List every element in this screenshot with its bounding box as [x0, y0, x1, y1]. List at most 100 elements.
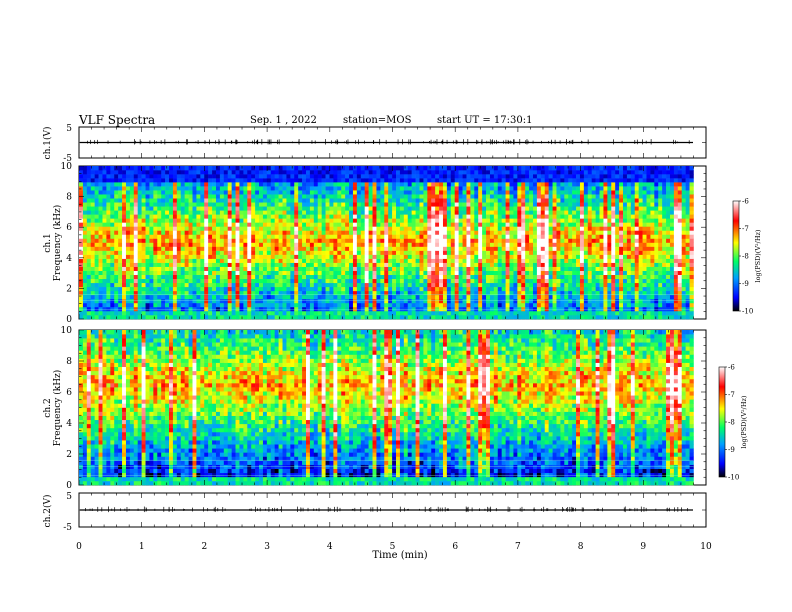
spectrogram-cell: [255, 166, 260, 171]
spectrogram-cell: [149, 170, 154, 175]
spectrogram-cell: [153, 270, 158, 276]
spectrogram-cell: [247, 170, 252, 175]
spectrogram-cell: [176, 266, 182, 271]
spectrogram-cell: [223, 290, 229, 296]
spectrogram-cell: [212, 234, 217, 239]
spectrogram-cell: [521, 190, 526, 195]
spectrogram-cell: [439, 198, 444, 203]
spectrogram-cell: [114, 226, 119, 231]
spectrogram-cell: [349, 210, 354, 215]
spectrogram-cell: [149, 238, 154, 243]
spectrogram-cell: [259, 262, 264, 267]
spectrogram-cell: [329, 282, 334, 288]
spectrogram-cell: [239, 274, 244, 280]
spectrogram-cell: [454, 166, 459, 171]
spectrogram-cell: [286, 282, 291, 288]
spectrogram-cell: [439, 206, 444, 211]
spectrogram-cell: [396, 282, 401, 288]
spectrogram-cell: [525, 250, 530, 255]
spectrogram-cell: [368, 246, 373, 251]
spectrogram-cell: [388, 170, 393, 175]
spectrogram-cell: [302, 310, 307, 316]
spectrogram-cell: [505, 234, 510, 239]
spectrogram-cell: [341, 226, 346, 231]
spectrogram-cell: [450, 258, 456, 263]
spectrogram-cell: [114, 194, 119, 199]
spectrogram-cell: [450, 274, 456, 280]
spectrogram-cell: [439, 194, 444, 199]
spectrogram-cell: [153, 262, 158, 267]
spectrogram-cell: [274, 214, 279, 219]
spectrogram-cell: [212, 214, 217, 219]
spectrogram-cell: [259, 234, 264, 239]
spectrogram-cell: [493, 250, 499, 255]
spectrogram-cell: [90, 226, 95, 231]
spectrogram-cell: [251, 310, 256, 316]
spectrogram-cell: [505, 246, 510, 251]
spectrogram-cell: [79, 174, 84, 179]
spectrogram-cell: [110, 278, 115, 284]
spectrogram-cell: [298, 266, 303, 271]
spectrogram-cell: [493, 202, 499, 207]
spectrogram-cell: [501, 202, 506, 207]
spectrogram-cell: [482, 262, 487, 267]
spectrogram-cell: [208, 202, 213, 207]
spectrogram-cell: [153, 210, 158, 215]
spectrogram-cell: [141, 218, 146, 223]
spectrogram-cell: [548, 166, 553, 171]
spectrogram-cell: [407, 222, 412, 227]
spectrogram-cell: [482, 306, 487, 312]
spectrogram-cell: [165, 306, 170, 312]
spectrogram-cell: [110, 178, 115, 183]
spectrogram-cell: [341, 178, 346, 183]
spectrogram-cell: [493, 198, 499, 203]
spectrogram-cell: [321, 302, 326, 308]
spectrogram-cell: [407, 226, 412, 231]
spectrogram-cell: [337, 222, 342, 227]
spectrogram-cell: [165, 286, 170, 292]
spectrogram-cell: [532, 290, 538, 296]
spectrogram-cell: [137, 314, 142, 320]
spectrogram-cell: [122, 294, 127, 300]
spectrogram-cell: [325, 230, 330, 235]
spectrogram-cell: [345, 202, 350, 207]
spectrogram-cell: [529, 210, 534, 215]
spectrogram-cell: [345, 186, 350, 191]
spectrogram-cell: [486, 274, 491, 280]
spectrogram-cell: [560, 198, 565, 203]
spectrogram-cell: [125, 194, 131, 199]
spectrogram-cell: [368, 242, 373, 247]
spectrogram-cell: [396, 298, 401, 304]
spectrogram-cell: [313, 222, 319, 227]
spectrogram-cell: [305, 290, 311, 296]
spectrogram-cell: [227, 306, 232, 312]
spectrogram-cell: [282, 250, 287, 255]
spectrogram-cell: [192, 302, 197, 308]
spectrogram-cell: [259, 282, 264, 288]
spectrogram-cell: [415, 230, 420, 235]
spectrogram-cell: [411, 306, 416, 312]
spectrogram-cell: [262, 230, 268, 235]
spectrogram-cell: [212, 210, 217, 215]
spectrogram-cell: [247, 202, 252, 207]
spectrogram-cell: [329, 274, 334, 280]
spectrogram-cell: [419, 198, 424, 203]
spectrogram-cell: [137, 230, 142, 235]
spectrogram-cell: [262, 246, 268, 251]
spectrogram-cell: [321, 198, 326, 203]
spectrogram-cell: [544, 206, 549, 211]
spectrogram-cell: [509, 290, 514, 296]
spectrogram-cell: [556, 210, 561, 215]
spectrogram-cell: [82, 174, 88, 179]
spectrogram-cell: [341, 166, 346, 171]
spectrogram-cell: [474, 210, 479, 215]
spectrogram-cell: [392, 178, 397, 183]
spectrogram-cell: [98, 306, 103, 312]
spectrogram-cell: [278, 202, 283, 207]
spectrogram-cell: [239, 222, 244, 227]
spectrogram-cell: [470, 190, 475, 195]
spectrogram-cell: [184, 254, 189, 259]
spectrogram-cell: [200, 266, 205, 271]
spectrogram-cell: [169, 246, 174, 251]
spectrogram-cell: [262, 290, 268, 296]
